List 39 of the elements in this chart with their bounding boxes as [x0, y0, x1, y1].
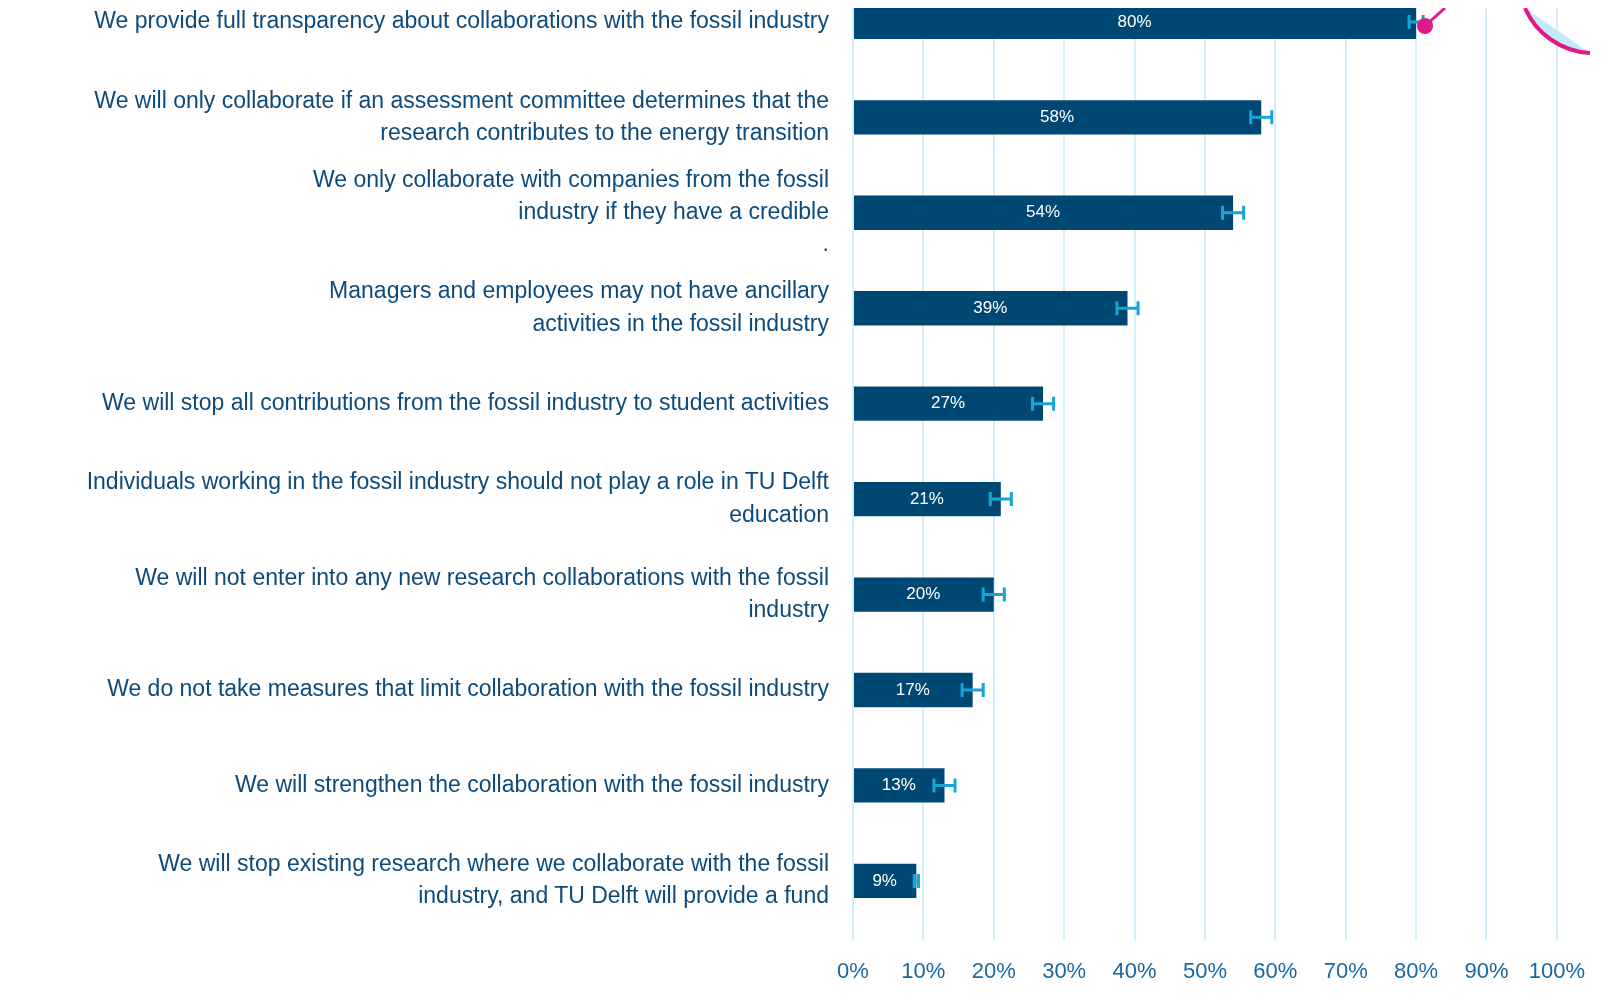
data-label: 20% [906, 584, 941, 604]
bar [854, 768, 945, 803]
bar [854, 291, 1128, 326]
x-tick-label: 10% [901, 957, 946, 983]
x-tick-label: 100% [1528, 957, 1586, 983]
data-label: 21% [909, 488, 944, 508]
x-tick-label: 60% [1253, 957, 1298, 983]
data-label: 27% [931, 393, 966, 413]
data-label: 9% [872, 870, 897, 890]
y-tick-label: We only collaborate with companies from the fossil industry if they have a credible . [312, 165, 829, 257]
x-tick-label: 20% [971, 957, 1016, 983]
bar [854, 100, 1262, 135]
x-tick-label: 40% [1112, 957, 1157, 983]
data-label: 39% [973, 297, 1008, 317]
y-tick-label: We will stop existing research where we collaborate with the fossil industry, and TU Delft will provide a fund [158, 850, 829, 909]
y-tick-label: We will stop all contributions from the fossil industry to student activities [102, 389, 829, 416]
bar [854, 577, 994, 612]
x-tick-label: 0% [837, 957, 869, 983]
x-tick-label: 80% [1394, 957, 1439, 983]
bar [854, 481, 1001, 517]
bar [854, 386, 1044, 421]
bar [854, 672, 973, 708]
y-tick-label: Individuals working in the fossil industry should not play a role in TU Delft education [86, 468, 830, 527]
y-tick-label: We will only collaborate if an assessment committee determines that the research contributes to the energy transition [94, 86, 829, 145]
y-tick-label: We provide full transparency about collaborations with the fossil industry [94, 7, 830, 34]
data-label: 17% [895, 679, 930, 699]
x-tick-label: 30% [1042, 957, 1087, 983]
data-label: 54% [1026, 202, 1061, 222]
x-tick-label: 70% [1323, 957, 1368, 983]
y-tick-label: We will not enter into any new research collaborations with the fossil industry [135, 563, 830, 622]
x-tick-label: 90% [1464, 957, 1509, 983]
data-label: 58% [1040, 107, 1075, 127]
y-tick-label: Managers and employees may not have ancillary activities in the fossil industry [329, 277, 830, 336]
y-tick-label: We do not take measures that limit collaboration with the fossil industry [107, 675, 830, 702]
x-tick-label: 50% [1182, 957, 1227, 983]
data-label: 80% [1117, 11, 1152, 31]
y-tick-label: We will strengthen the collaboration with the fossil industry [234, 770, 830, 797]
data-label: 13% [881, 775, 916, 795]
bar [854, 195, 1234, 230]
